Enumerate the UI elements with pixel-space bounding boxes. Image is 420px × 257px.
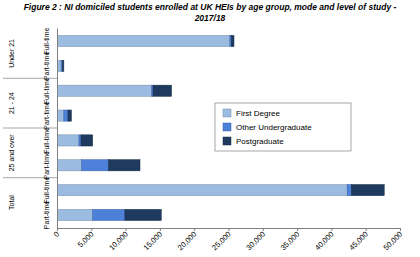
category-label: Full-time xyxy=(43,177,50,204)
tick: 25,000 xyxy=(210,228,233,252)
category-label: Full-time xyxy=(43,28,50,55)
tick-mark xyxy=(91,228,92,231)
tick-mark xyxy=(297,228,298,231)
group-label: Under 21 xyxy=(8,39,15,68)
bar xyxy=(82,160,109,171)
group-label: 21 - 24 xyxy=(8,92,15,114)
bars xyxy=(57,35,384,220)
bar xyxy=(93,209,125,220)
tick: 50,000 xyxy=(382,228,405,252)
bar xyxy=(81,135,93,146)
legend-swatch xyxy=(223,123,231,131)
tick: 20,000 xyxy=(176,228,199,252)
bar xyxy=(347,185,351,196)
tick: 30,000 xyxy=(244,228,267,252)
tick-label: 40,000 xyxy=(313,230,336,253)
bar xyxy=(57,85,152,96)
tick-mark xyxy=(331,228,332,231)
bar xyxy=(57,135,79,146)
chart: Figure 2 : NI domiciled students enrolle… xyxy=(0,0,420,257)
tick-mark xyxy=(263,228,264,231)
tick: Part-time xyxy=(43,101,50,130)
tick: 45,000 xyxy=(347,228,370,252)
legend-label: Other Undergraduate xyxy=(236,123,312,132)
tick-mark xyxy=(194,228,195,231)
bar xyxy=(57,35,230,46)
tick: Full-time xyxy=(43,77,50,104)
tick-mark xyxy=(160,228,161,231)
title: Figure 2 : NI domiciled students enrolle… xyxy=(24,2,397,23)
group-separator xyxy=(3,78,57,79)
bar xyxy=(153,85,172,96)
tick: Full-time xyxy=(43,177,50,204)
tick-label: 0 xyxy=(52,230,61,239)
tick-label: 45,000 xyxy=(347,230,370,253)
category-label: Part-time xyxy=(43,201,50,230)
legend-swatch xyxy=(223,137,231,145)
legend-label: Postgraduate xyxy=(236,137,284,146)
tick-label: 15,000 xyxy=(142,230,165,253)
axis-line xyxy=(58,229,401,232)
bar xyxy=(108,160,140,171)
tick: Part-time xyxy=(43,151,50,180)
tick-label: 50,000 xyxy=(382,230,405,253)
tick-label: 20,000 xyxy=(176,230,199,253)
tick: Part-time xyxy=(43,201,50,230)
tick-label: 5,000 xyxy=(76,230,96,250)
bar xyxy=(79,135,81,146)
tick: 15,000 xyxy=(142,228,165,252)
tick-mark xyxy=(366,228,367,231)
x-axis: 0 5,000 10,000 15,000 20,000 25,000 30,000 35,0… xyxy=(52,228,404,252)
tick: Full-time xyxy=(43,28,50,55)
tick: Full-time xyxy=(43,127,50,154)
legend-swatch xyxy=(223,109,231,117)
tick-label: 25,000 xyxy=(210,230,233,253)
group-separator xyxy=(3,128,57,129)
tick-mark xyxy=(229,228,230,231)
tick-label: 30,000 xyxy=(244,230,267,253)
bar xyxy=(64,110,68,121)
group-label: 25 and over xyxy=(8,134,15,172)
tick: 5,000 xyxy=(76,228,96,249)
bar xyxy=(57,209,93,220)
tick: 35,000 xyxy=(279,228,302,252)
bar xyxy=(231,35,234,46)
tick-label: 35,000 xyxy=(279,230,302,253)
category-label: Full-time xyxy=(43,77,50,104)
category-label: Part-time xyxy=(43,52,50,81)
legend-label: First Degree xyxy=(236,109,281,118)
bar xyxy=(62,60,63,71)
bar xyxy=(57,185,347,196)
category-label: Part-time xyxy=(43,101,50,130)
title-line: 2017/18 xyxy=(194,13,226,23)
bar xyxy=(57,160,82,171)
group-label: Total xyxy=(8,195,15,210)
tick-label: 10,000 xyxy=(107,230,130,253)
tick-mark xyxy=(400,228,401,231)
category-label: Part-time xyxy=(43,151,50,180)
bar xyxy=(68,110,71,121)
category-label: Full-time xyxy=(43,127,50,154)
tick: Part-time xyxy=(43,52,50,81)
tick: 10,000 xyxy=(107,228,130,252)
tick: 40,000 xyxy=(313,228,336,252)
title-line: Figure 2 : NI domiciled students enrolle… xyxy=(24,2,397,12)
tick-mark xyxy=(126,228,127,231)
legend-box xyxy=(215,103,351,151)
bar xyxy=(57,110,64,121)
axis-line xyxy=(57,29,58,229)
group-separator xyxy=(3,177,57,178)
legend: First Degree Other Undergraduate Postgradu… xyxy=(215,103,351,151)
bar xyxy=(351,185,384,196)
bar xyxy=(125,209,161,220)
tick: 0 xyxy=(52,228,61,239)
